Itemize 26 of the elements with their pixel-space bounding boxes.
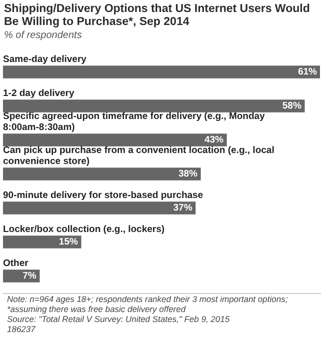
bar: [3, 168, 201, 180]
y-tick-label: Other: [3, 258, 29, 269]
y-tick-label: Can pick up purchase from a convenient location (e.g., local convenience store): [3, 144, 274, 167]
y-tick-label: Locker/box collection (e.g., lockers): [3, 224, 165, 235]
data-label: 43%: [204, 134, 224, 146]
y-tick-label: 1-2 day delivery: [3, 88, 76, 99]
data-label: 61%: [298, 66, 318, 78]
bar: [3, 236, 82, 248]
bar: [3, 100, 305, 112]
chart-subtitle: % of respondents: [3, 29, 83, 41]
bar: [3, 202, 196, 214]
bar: [3, 270, 40, 282]
text: 186237: [7, 324, 36, 334]
y-tick-label: 90-minute delivery for store-based purchase: [3, 190, 204, 201]
data-label: 15%: [58, 236, 78, 248]
y-tick-label: Same-day delivery: [3, 54, 88, 65]
data-label: 38%: [178, 168, 198, 180]
y-tick-label: Specific agreed-upon timeframe for delivery (e.g., Monday 8:00am-8:30am): [3, 110, 266, 133]
data-label: 37%: [173, 202, 193, 214]
data-label: 58%: [282, 100, 302, 112]
data-label: 7%: [22, 270, 37, 282]
source-note: Source: "Total Retail V Survey: United States," Feb 9, 2015: [7, 314, 231, 324]
bar: [3, 66, 320, 78]
chart-title: Shipping/Delivery Options that US Internet Users Would Be Willing to Purchase*, Sep 2014: [3, 2, 311, 29]
bar: [3, 134, 227, 146]
text: Note: n=964 ages 18+; respondents ranked their 3 most important options; *assuming there was free basic delivery offered: [7, 294, 289, 314]
